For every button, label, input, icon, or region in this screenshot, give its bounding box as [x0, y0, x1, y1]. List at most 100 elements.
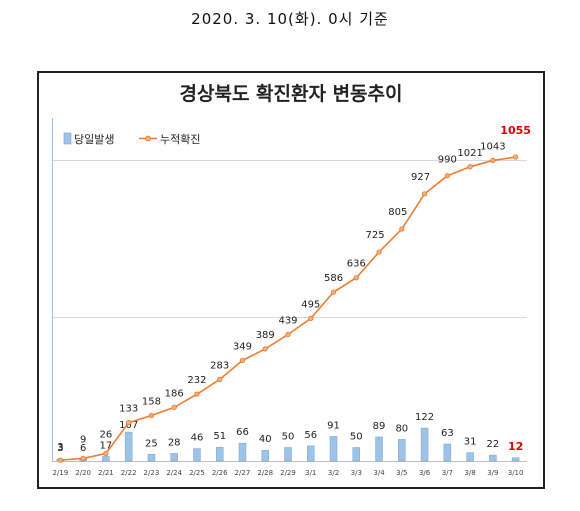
x-tick-label-2/21: 2/21: [98, 469, 114, 477]
legend-bar-label: 당일발생: [74, 132, 114, 146]
cumulative-point-3/2: [330, 289, 337, 295]
x-tick-label-2/27: 2/27: [235, 469, 251, 477]
cumulative-label-3/1: 495: [301, 299, 320, 310]
cumulative-point-2/29: [285, 331, 291, 338]
bar-label-2/19: 3: [57, 443, 63, 454]
bar-3/10: [511, 457, 520, 462]
cumulative-point-3/4: [376, 249, 382, 255]
x-tick-label-3/7: 3/7: [442, 469, 453, 477]
bar-label-2/29: 50: [282, 432, 295, 443]
bar-3/3: [352, 447, 361, 462]
x-tick-label-3/9: 3/9: [487, 469, 498, 477]
cumulative-point-3/6: [421, 191, 428, 197]
bar-3/9: [489, 454, 497, 462]
cumulative-label-3/2: 586: [324, 273, 343, 284]
x-tick-label-3/8: 3/8: [464, 469, 475, 477]
x-tick-label-2/20: 2/20: [75, 469, 91, 477]
cumulative-label-3/9: 1043: [480, 141, 505, 152]
x-tick-label-2/29: 2/29: [280, 469, 296, 477]
bar-2/23: [147, 454, 156, 462]
bar-2/29: [284, 447, 292, 462]
bar-3/1: [307, 445, 315, 462]
legend-bar-swatch: [63, 132, 72, 145]
bar-label-2/22: 107: [119, 420, 138, 431]
cumulative-label-2/19: 3: [57, 442, 63, 453]
bar-label-3/5: 80: [395, 423, 408, 434]
x-tick-label-3/2: 3/2: [328, 469, 339, 477]
bar-label-2/23: 25: [145, 438, 158, 449]
bar-label-3/10: 12: [508, 440, 523, 453]
bar-3/8: [466, 452, 474, 462]
cumulative-label-3/5: 805: [388, 207, 407, 218]
bar-label-2/26: 51: [213, 431, 226, 442]
x-tick-label-3/1: 3/1: [305, 469, 316, 477]
bar-label-3/1: 56: [304, 430, 317, 441]
cumulative-label-3/10: 1055: [500, 124, 531, 137]
bar-label-3/2: 91: [327, 420, 340, 431]
cumulative-label-3/8: 1021: [457, 148, 482, 159]
bar-label-2/25: 46: [191, 433, 204, 444]
cumulative-point-2/26: [217, 376, 223, 383]
date-header: 2020. 3. 10(화). 0시 기준: [191, 10, 389, 28]
cumulative-point-3/5: [399, 226, 405, 232]
cumulative-point-2/23: [148, 412, 155, 419]
cumulative-label-3/3: 636: [347, 259, 366, 270]
cumulative-label-3/4: 725: [366, 230, 385, 241]
bar-3/6: [420, 427, 429, 462]
x-tick-label-2/22: 2/22: [121, 469, 137, 477]
cumulative-label-2/22: 133: [119, 404, 138, 415]
cumulative-label-2/28: 389: [256, 330, 275, 341]
x-tick-label-2/23: 2/23: [144, 469, 160, 477]
cumulative-label-2/29: 439: [278, 316, 297, 327]
x-tick-label-2/19: 2/19: [53, 469, 69, 477]
cumulative-label-3/7: 990: [438, 155, 457, 166]
cumulative-label-2/20: 9: [80, 434, 86, 445]
bar-2/28: [261, 449, 269, 462]
cumulative-point-3/9: [490, 157, 496, 164]
bar-label-3/4: 89: [373, 421, 386, 432]
bar-2/26: [215, 446, 224, 462]
cumulative-point-3/7: [444, 173, 450, 179]
cumulative-label-2/21: 26: [100, 430, 113, 441]
bar-3/4: [375, 436, 383, 462]
bar-2/25: [193, 448, 201, 462]
bar-3/2: [329, 436, 338, 462]
bar-2/27: [238, 442, 247, 462]
x-tick-label-3/3: 3/3: [351, 469, 362, 477]
cumulative-label-2/23: 158: [142, 396, 161, 407]
bar-3/7: [443, 443, 452, 462]
bar-2/21: [102, 456, 110, 462]
bar-label-2/24: 28: [168, 437, 181, 448]
cumulative-point-2/25: [194, 391, 200, 397]
cumulative-label-2/27: 349: [233, 341, 252, 352]
bar-label-2/28: 40: [259, 434, 272, 445]
cumulative-point-3/1: [308, 315, 314, 322]
chart-title: 경상북도 확진환자 변동추이: [179, 83, 403, 105]
legend-line-marker: [145, 135, 151, 142]
cumulative-point-2/24: [171, 404, 177, 411]
x-tick-label-3/10: 3/10: [508, 469, 524, 477]
bar-label-3/7: 63: [441, 428, 454, 439]
bar-label-3/9: 22: [486, 439, 499, 450]
x-tick-label-3/6: 3/6: [419, 469, 431, 477]
bar-label-2/21: 17: [100, 440, 113, 451]
cumulative-point-3/8: [467, 164, 473, 170]
cumulative-label-2/26: 283: [210, 360, 229, 371]
cumulative-point-2/19: [57, 457, 64, 463]
cumulative-label-2/25: 232: [187, 375, 206, 386]
legend-line-label: 누적확진: [160, 133, 200, 146]
x-tick-label-2/25: 2/25: [189, 469, 205, 477]
bar-2/22: [124, 431, 133, 462]
cumulative-label-3/6: 927: [411, 172, 430, 183]
cumulative-point-2/22: [126, 420, 132, 426]
x-tick-label-2/26: 2/26: [212, 469, 228, 477]
chart-frame: [37, 71, 545, 489]
bar-label-2/27: 66: [236, 427, 249, 438]
cumulative-point-2/27: [239, 357, 246, 364]
bar-label-2/20: 6: [80, 443, 86, 454]
bar-2/24: [170, 453, 178, 462]
bar-label-3/6: 122: [415, 412, 434, 423]
cumulative-label-2/24: 186: [165, 388, 184, 399]
x-tick-label-2/24: 2/24: [166, 469, 182, 477]
cumulative-point-3/10: [512, 154, 519, 160]
